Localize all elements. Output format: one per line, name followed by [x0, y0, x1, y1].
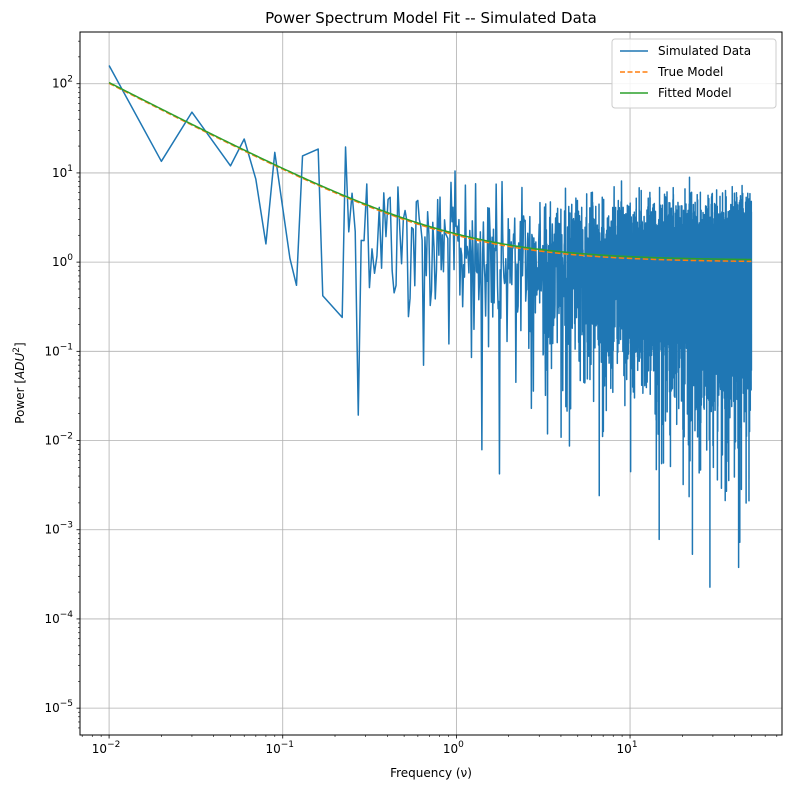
- y-tick-label: 10−4: [44, 610, 73, 626]
- x-axis-label: Frequency (ν): [390, 766, 472, 780]
- x-tick-label: 100: [443, 740, 464, 756]
- y-tick-label: 101: [52, 164, 73, 180]
- legend-label: Simulated Data: [658, 44, 751, 58]
- chart-title: Power Spectrum Model Fit -- Simulated Da…: [265, 9, 597, 27]
- y-tick-label: 10−5: [44, 699, 73, 715]
- y-tick-label: 10−3: [44, 521, 73, 537]
- legend-label: Fitted Model: [658, 86, 732, 100]
- x-tick-label: 101: [617, 740, 638, 756]
- plot-area: [108, 65, 753, 588]
- legend-box: [611, 38, 777, 109]
- ticks: 10−2 10−1 100 101 10−5 10−4 10−3 10−2 10−1 100 101…: [44, 40, 778, 756]
- y-tick-label: 10−1: [44, 342, 73, 358]
- series-true-model-line: [108, 82, 752, 263]
- legend: Simulated Data True Model Fitted Model: [611, 38, 777, 109]
- series-simulated-data-line: [108, 65, 753, 588]
- plot-frame: [79, 31, 783, 736]
- y-tick-label: 100: [52, 253, 73, 269]
- y-axis-label-main: Power [: [13, 379, 27, 424]
- y-axis-label-unit: ADU: [13, 352, 27, 379]
- y-tick-label: 10−2: [44, 432, 73, 448]
- y-axis-label-close: ]: [13, 342, 27, 347]
- legend-label: True Model: [657, 65, 723, 79]
- y-axis-label: Power [ADU2]: [12, 342, 27, 423]
- series-layer: [108, 65, 753, 588]
- y-tick-label: 102: [52, 75, 73, 91]
- series-fitted-model-line: [108, 81, 752, 261]
- y-axis-label-exp: 2: [12, 347, 22, 353]
- x-tick-label: 10−1: [265, 740, 294, 756]
- x-tick-label: 10−2: [92, 740, 121, 756]
